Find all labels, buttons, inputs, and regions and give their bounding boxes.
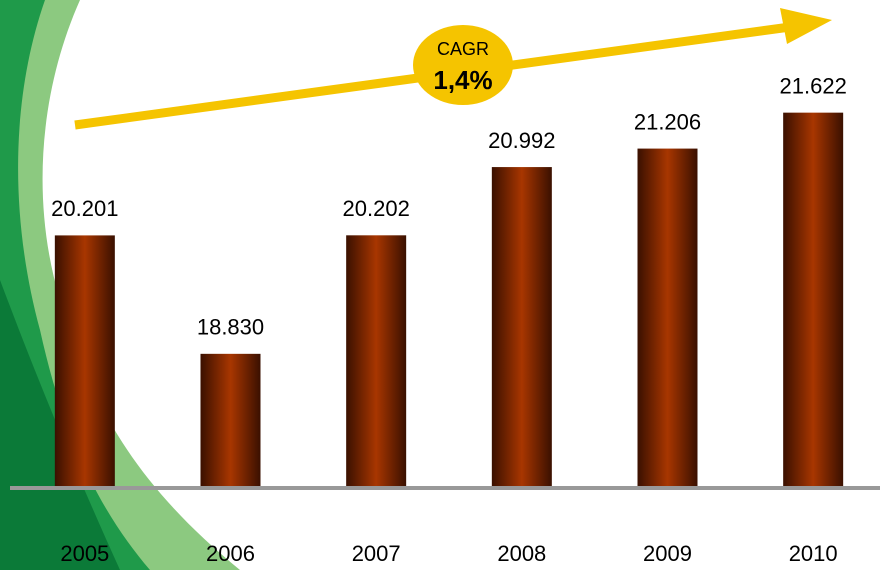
x-tick-label: 2007 bbox=[352, 541, 401, 566]
x-tick-label: 2008 bbox=[497, 541, 546, 566]
value-label: 20.992 bbox=[488, 128, 555, 153]
value-label: 20.202 bbox=[343, 196, 410, 221]
bar bbox=[346, 235, 406, 486]
x-tick-label: 2006 bbox=[206, 541, 255, 566]
trend-arrow-head bbox=[780, 8, 832, 44]
cagr-label: CAGR bbox=[437, 39, 489, 59]
value-label: 21.622 bbox=[780, 73, 847, 98]
bar bbox=[638, 149, 698, 486]
value-label: 20.201 bbox=[51, 196, 118, 221]
x-tick-label: 2010 bbox=[789, 541, 838, 566]
value-label: 21.206 bbox=[634, 109, 701, 134]
cagr-value: 1,4% bbox=[433, 65, 492, 95]
bar bbox=[55, 235, 115, 486]
chart: CAGR 1,4% 20.201 2005 18.830 2006 20.202 2007… bbox=[0, 0, 880, 570]
bar bbox=[492, 167, 552, 486]
bar bbox=[201, 354, 261, 486]
value-label: 18.830 bbox=[197, 315, 264, 340]
x-tick-label: 2009 bbox=[643, 541, 692, 566]
x-tick-label: 2005 bbox=[60, 541, 109, 566]
bar bbox=[783, 113, 843, 486]
